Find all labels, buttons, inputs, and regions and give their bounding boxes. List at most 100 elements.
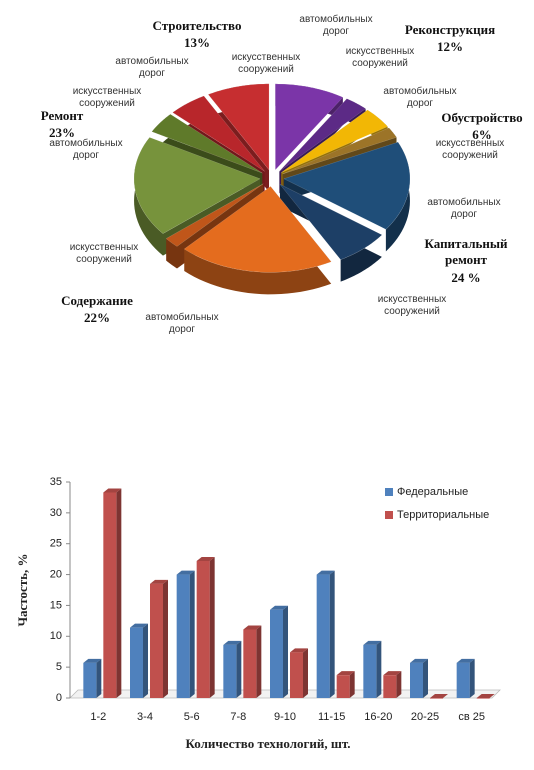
bar-side bbox=[423, 658, 428, 698]
bar bbox=[456, 662, 470, 698]
group-label: Обустройство bbox=[441, 110, 523, 125]
bar-top bbox=[336, 671, 355, 676]
bar-side bbox=[116, 488, 122, 698]
bar-top bbox=[150, 579, 168, 584]
slice bbox=[183, 185, 332, 273]
group-label: Строительство bbox=[152, 18, 242, 33]
part-label: автомобильных дорог bbox=[427, 197, 501, 220]
group-percent: 13% bbox=[184, 35, 210, 50]
x-tick-label: 16-20 bbox=[364, 711, 392, 723]
bar-side bbox=[469, 658, 475, 698]
part-label: искусственных сооружений bbox=[72, 86, 142, 109]
bar-side bbox=[376, 640, 382, 698]
x-tick-label: 3-4 bbox=[137, 711, 153, 723]
legend-swatch bbox=[385, 511, 393, 519]
x-tick-label: 9-10 bbox=[274, 711, 296, 723]
bar bbox=[83, 662, 97, 698]
bar bbox=[150, 583, 163, 698]
bar-side bbox=[189, 570, 195, 698]
bar-top bbox=[270, 605, 288, 610]
part-label: искусственных сооружений bbox=[69, 242, 139, 265]
bar-side bbox=[283, 605, 288, 698]
part-label: искусственных сооружений bbox=[345, 46, 415, 69]
bar bbox=[383, 675, 397, 698]
slice bbox=[133, 137, 261, 234]
y-axis-title: Частость, % bbox=[15, 553, 30, 626]
slice bbox=[279, 98, 367, 172]
part-label: автомобильных дорог bbox=[383, 86, 457, 109]
bar-side bbox=[163, 579, 168, 698]
bar-top bbox=[316, 570, 335, 575]
slice bbox=[282, 127, 397, 175]
bar-top bbox=[456, 658, 475, 663]
y-tick-label: 25 bbox=[50, 538, 62, 550]
x-tick-label: 20-25 bbox=[411, 711, 439, 723]
part-label: искусственных сооружений bbox=[231, 52, 301, 75]
bar bbox=[430, 698, 443, 699]
bar-top bbox=[176, 570, 195, 575]
bar-top bbox=[223, 640, 242, 645]
slice bbox=[151, 113, 263, 174]
bar bbox=[103, 492, 117, 698]
group-label: Реконструкция bbox=[404, 22, 496, 37]
bar-side bbox=[303, 648, 308, 698]
bar bbox=[243, 629, 257, 698]
x-tick-label: 7-8 bbox=[230, 711, 246, 723]
group-percent: 23% bbox=[49, 125, 75, 140]
slice bbox=[281, 109, 389, 173]
bar-top bbox=[130, 623, 148, 628]
slice bbox=[172, 95, 265, 172]
bar bbox=[336, 675, 350, 698]
bar bbox=[130, 627, 143, 698]
slice-side bbox=[184, 186, 332, 295]
part-label: искусственных сооружений bbox=[377, 294, 447, 317]
slice bbox=[207, 83, 270, 171]
y-tick-label: 20 bbox=[50, 568, 62, 580]
bar-side bbox=[349, 671, 355, 698]
bar bbox=[223, 644, 237, 698]
bar-top bbox=[196, 556, 215, 561]
part-label: автомобильных дорог bbox=[299, 14, 373, 37]
y-tick-label: 10 bbox=[50, 630, 62, 642]
x-axis-title: Количество технологий, шт. bbox=[185, 736, 350, 751]
bar-top bbox=[83, 658, 102, 663]
y-tick-label: 5 bbox=[56, 661, 62, 673]
bar bbox=[290, 652, 303, 698]
bar-top bbox=[410, 658, 428, 663]
group-percent: 12% bbox=[437, 39, 463, 54]
bar-side bbox=[96, 658, 102, 698]
bar bbox=[476, 698, 490, 699]
x-tick-label: 1-2 bbox=[90, 711, 106, 723]
group-percent: 6% bbox=[472, 127, 492, 142]
part-label: искусственных сооружений bbox=[435, 138, 505, 161]
bar-top bbox=[103, 488, 122, 493]
group-label: Ремонт bbox=[40, 108, 84, 123]
slice bbox=[283, 141, 411, 230]
legend-label: Территориальные bbox=[397, 509, 489, 521]
bar-side bbox=[396, 671, 402, 698]
legend-label: Федеральные bbox=[397, 486, 468, 498]
bar-top bbox=[243, 625, 262, 630]
x-tick-label: 5-6 bbox=[184, 711, 200, 723]
bar bbox=[196, 560, 210, 698]
group-percent: 24 % bbox=[451, 270, 481, 285]
part-label: автомобильных дорог bbox=[145, 312, 219, 335]
bar-top bbox=[363, 640, 382, 645]
bar bbox=[270, 609, 283, 698]
bar-top bbox=[290, 648, 308, 653]
group-label: Содержание bbox=[61, 293, 133, 308]
group-percent: 22% bbox=[84, 310, 110, 325]
bar-top bbox=[430, 694, 448, 698]
slice bbox=[165, 183, 264, 247]
x-tick-label: 11-15 bbox=[318, 711, 345, 723]
bar-side bbox=[143, 623, 148, 698]
bar-side bbox=[209, 556, 215, 698]
x-tick-label: св 25 bbox=[458, 711, 485, 723]
y-tick-label: 15 bbox=[50, 599, 62, 611]
group-label: Капитальный ремонт bbox=[424, 236, 508, 267]
bar bbox=[176, 574, 190, 698]
y-tick-label: 0 bbox=[56, 692, 62, 704]
y-tick-label: 30 bbox=[50, 507, 62, 519]
